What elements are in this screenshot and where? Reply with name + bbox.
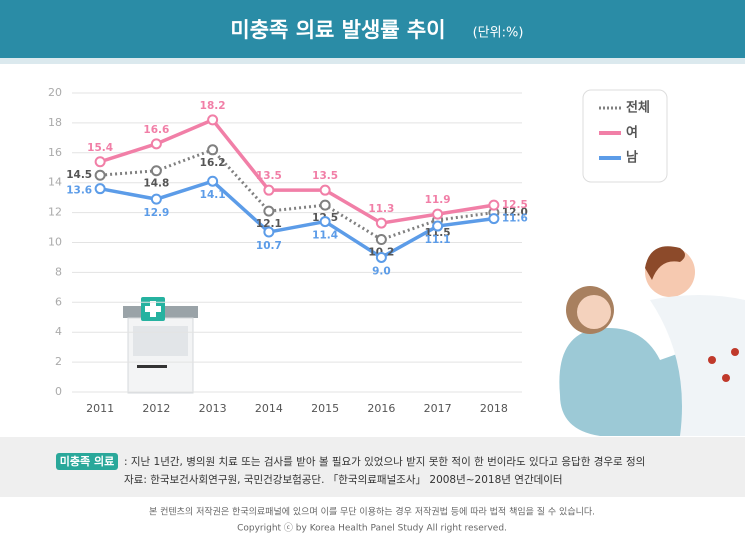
- data-label: 12.5: [502, 199, 528, 211]
- point-marker: [150, 138, 162, 150]
- x-tick-label: 2015: [311, 402, 339, 415]
- data-label: 16.6: [143, 124, 169, 136]
- y-tick-label: 20: [48, 86, 62, 99]
- data-label: 15.4: [87, 142, 113, 154]
- data-label: 11.3: [368, 203, 394, 215]
- data-label: 12.0: [502, 207, 528, 219]
- y-tick-label: 10: [48, 236, 62, 249]
- y-tick-label: 16: [48, 146, 62, 159]
- series-line: [99, 117, 495, 225]
- data-label: 12.1: [256, 218, 282, 230]
- series-line: [100, 148, 495, 242]
- legend-label: 전체: [626, 100, 650, 116]
- data-label: 12.9: [143, 207, 169, 219]
- point-marker: [263, 205, 275, 217]
- chart-title: 미충족 의료 발생률 추이: [230, 18, 445, 42]
- y-tick-label: 18: [48, 116, 62, 129]
- legend-label: 여: [626, 125, 638, 141]
- y-tick-label: 6: [55, 295, 62, 308]
- y-tick-label: 8: [55, 265, 62, 278]
- x-tick-label: 2013: [199, 402, 227, 415]
- point-marker: [150, 165, 162, 177]
- point-marker: [94, 169, 106, 181]
- data-label: 11.1: [425, 234, 451, 246]
- data-label: 14.5: [66, 169, 92, 181]
- data-label: 11.4: [312, 230, 338, 242]
- point-marker: [94, 156, 106, 168]
- point-marker: [319, 216, 331, 228]
- point-marker: [488, 213, 500, 225]
- data-label: 14.1: [200, 189, 226, 201]
- footnote-definition: : 지난 1년간, 병의원 치료 또는 검사를 받아 볼 필요가 있었으나 받지…: [124, 455, 645, 468]
- point-marker: [488, 199, 500, 211]
- point-marker: [263, 226, 275, 238]
- x-tick-label: 2017: [424, 402, 452, 415]
- y-tick-label: 12: [48, 206, 62, 219]
- data-label: 9.0: [372, 265, 391, 277]
- point-marker: [150, 193, 162, 205]
- data-label: 11.6: [502, 213, 528, 225]
- x-tick-label: 2012: [142, 402, 170, 415]
- data-label: 18.2: [200, 100, 226, 112]
- point-marker: [263, 184, 275, 196]
- point-marker: [432, 208, 444, 220]
- header-strip: [0, 58, 745, 64]
- footnote-tag-bg: [56, 453, 118, 470]
- point-marker: [375, 234, 387, 246]
- data-label: 10.7: [256, 240, 282, 252]
- data-label: 11.5: [425, 227, 451, 239]
- hospital-illustration: [123, 297, 198, 394]
- x-tick-label: 2011: [86, 402, 114, 415]
- copyright-line: 본 컨텐츠의 저작권은 한국의료패널에 있으며 이를 무단 이용하는 경우 저작…: [149, 506, 595, 518]
- point-marker: [319, 184, 331, 196]
- legend-box: [582, 89, 668, 183]
- data-label: 14.8: [143, 178, 169, 190]
- x-tick-label: 2014: [255, 402, 283, 415]
- data-label: 11.9: [425, 194, 451, 206]
- footnote-band: [0, 437, 745, 497]
- point-marker: [319, 199, 331, 211]
- people-illustration: [559, 246, 745, 436]
- y-tick-label: 14: [48, 176, 62, 189]
- footnote-source: 자료: 한국보건사회연구원, 국민건강보험공단. 「한국의료패널조사」 2008…: [124, 474, 563, 486]
- data-label: 13.5: [256, 170, 282, 182]
- point-marker: [432, 220, 444, 232]
- point-marker: [94, 183, 106, 195]
- header-band: [0, 0, 745, 58]
- point-marker: [207, 175, 219, 187]
- x-tick-label: 2016: [367, 402, 395, 415]
- series-line: [99, 179, 495, 260]
- point-marker: [375, 217, 387, 229]
- y-tick-label: 0: [55, 385, 62, 398]
- y-tick-label: 2: [55, 355, 62, 368]
- data-label: 13.5: [312, 170, 338, 182]
- y-tick-label: 4: [55, 325, 62, 338]
- footnote-tag: 미충족 의료: [60, 454, 114, 468]
- x-tick-label: 2018: [480, 402, 508, 415]
- point-marker: [375, 251, 387, 263]
- legend-label: 남: [626, 150, 638, 166]
- unit-label: (단위:%): [473, 26, 524, 41]
- copyright-line: Copyright ⓒ by Korea Health Panel Study …: [237, 523, 507, 534]
- data-label: 16.2: [200, 157, 226, 169]
- point-marker: [207, 144, 219, 156]
- data-label: 13.6: [66, 185, 92, 197]
- point-marker: [207, 114, 219, 126]
